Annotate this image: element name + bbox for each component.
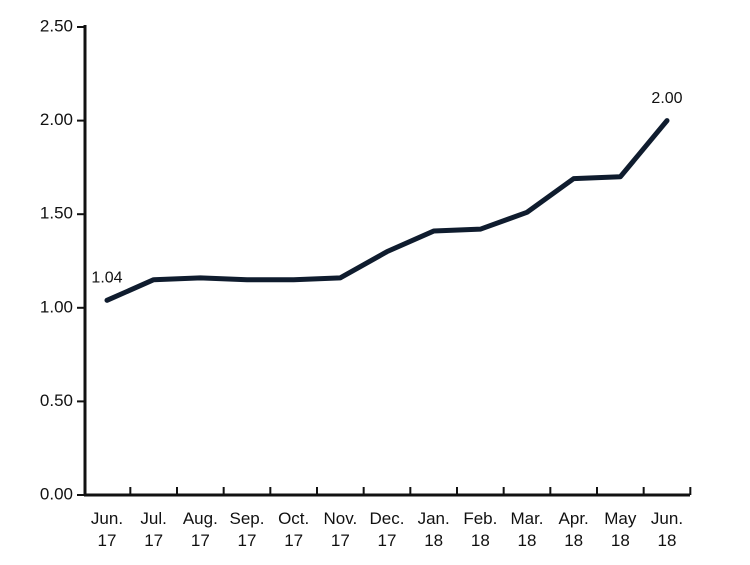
x-tick-label: Oct. 17 [278,509,310,550]
y-tick-label: 2.50 [40,16,73,35]
data-line [104,118,670,303]
x-tick-label: Jun. 17 [90,509,124,550]
x-tick-label: Sep. 17 [229,509,265,550]
x-tick-label: Dec. 17 [369,509,405,550]
y-tick-label: 0.00 [40,484,73,503]
x-tick-label: May 18 [604,509,637,550]
x-tick-label: Aug. 17 [182,509,218,550]
x-tick-label: Mar. 18 [510,509,544,550]
x-tick-label: Feb. 18 [463,509,498,550]
y-tick-label: 0.50 [40,391,73,410]
x-tick-label: Jan. 18 [417,509,450,550]
value-label: 2.00 [651,90,682,107]
x-tick-label: Apr. 18 [558,509,589,550]
value-label: 1.04 [91,270,122,287]
y-tick-label: 1.50 [40,204,73,223]
x-tick-label: Nov. 17 [323,509,358,550]
y-tick-label: 1.00 [40,297,73,316]
y-tick-label: 2.00 [40,110,73,129]
x-tick-label: Jun. 18 [650,509,684,550]
x-tick-label: Jul. 17 [140,509,167,550]
